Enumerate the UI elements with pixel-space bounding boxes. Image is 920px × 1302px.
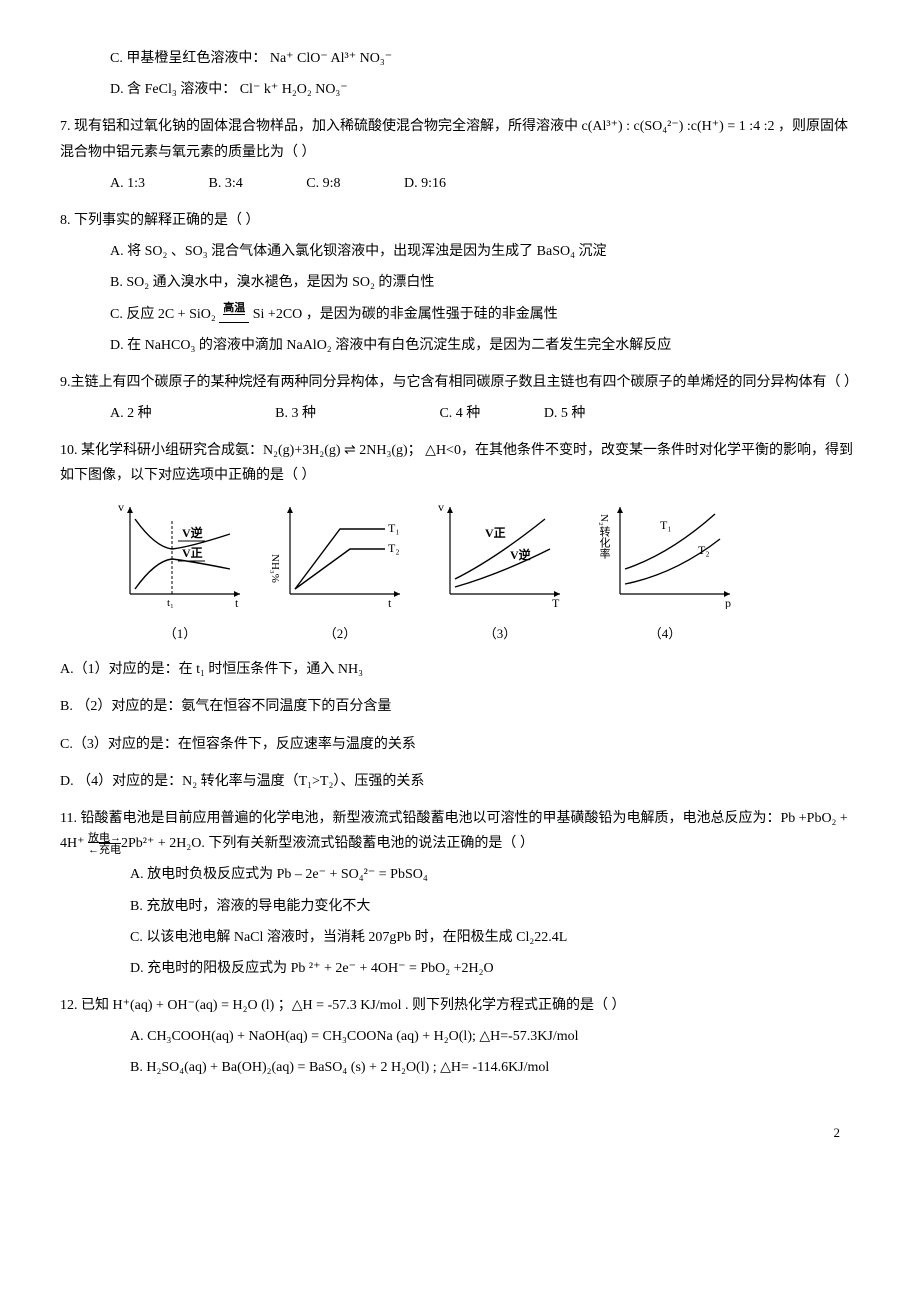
q12-stem: 12. 已知 H⁺(aq) + OH⁻(aq) = H₂O (l) ；△H = … [60,993,860,1018]
q10-d: D. （4）对应的是：N₂ 转化率与温度（T₁>T₂）、压强的关系 [60,769,860,794]
q12-b: B. H₂SO₄(aq) + Ba(OH)₂(aq) = BaSO₄ (s) +… [60,1055,860,1080]
q7-stem: 7. 现有铝和过氧化钠的固体混合物样品，加入稀硫酸使混合物完全溶解，所得溶液中 … [60,114,860,164]
svg-text:T₂: T₂ [698,543,710,557]
svg-text:p: p [725,596,731,609]
q7-d: D. 9:16 [404,171,446,196]
svg-text:V正: V正 [485,526,506,540]
q9-choices: A. 2 种 B. 3 种 C. 4 种 D. 5 种 [60,401,860,426]
q11-a: A. 放电时负极反应式为 Pb – 2e⁻ + SO₄²⁻ = PbSO₄ [60,862,860,887]
diagram-4: N₂转化率 p T₁ T₂ （4） [590,499,740,646]
diagram-3-svg: v T V正 V逆 [430,499,570,609]
q7-c: C. 9:8 [306,171,340,196]
q7-b: B. 3:4 [209,171,243,196]
svg-text:v: v [438,500,444,514]
diagram-2-label: （2） [270,622,410,645]
svg-text:t₁: t₁ [167,597,174,609]
q8-c: C. 反应 2C + SiO₂ 高温 Si +2CO ，是因为碳的非金属性强于硅… [60,302,860,327]
diagram-4-svg: N₂转化率 p T₁ T₂ [590,499,740,609]
hightemp-arrow: 高温 [219,302,249,326]
diagram-1-svg: v t t₁ V逆 V正 [110,499,250,609]
q8-stem: 8. 下列事实的解释正确的是（ ） [60,208,860,233]
q8-c-pre: C. 反应 2C + SiO₂ [110,307,219,322]
q11-b: B. 充放电时，溶液的导电能力变化不大 [60,894,860,919]
diagram-3: v T V正 V逆 （3） [430,499,570,646]
q9-c: C. 4 种 [439,401,480,426]
svg-text:v: v [118,500,124,514]
diagram-3-label: （3） [430,622,570,645]
svg-text:t: t [388,596,392,609]
svg-text:V逆: V逆 [510,547,531,562]
q7-choices: A. 1:3 B. 3:4 C. 9:8 D. 9:16 [60,171,860,196]
diagram-1-label: （1） [110,622,250,645]
diagram-4-label: （4） [590,622,740,645]
svg-text:T: T [552,596,560,609]
q8-b: B. SO₂ 通入溴水中，溴水褪色，是因为 SO₂ 的漂白性 [60,270,860,295]
q8-a: A. 将 SO₂ 、SO₃ 混合气体通入氯化钡溶液中，出现浑浊是因为生成了 Ba… [60,239,860,264]
q10-stem: 10. 某化学科研小组研究合成氨：N₂(g)+3H₂(g) ⇌ 2NH₃(g)；… [60,438,860,488]
q9-d: D. 5 种 [544,401,586,426]
page-number: 2 [60,1121,860,1144]
q9-a: A. 2 种 [110,401,152,426]
q9-b: B. 3 种 [275,401,316,426]
q11-post: 2Pb²⁺ + 2H₂O. 下列有关新型液流式铅酸蓄电池的说法正确的是（ ） [121,836,534,851]
svg-text:NH₃%: NH₃% [270,554,281,583]
svg-text:N₂转化率: N₂转化率 [598,514,611,559]
q6-option-c: C. 甲基橙呈红色溶液中： Na⁺ ClO⁻ Al³⁺ NO₃⁻ [60,46,860,71]
diagram-2-svg: NH₃% t T₁ T₂ [270,499,410,609]
q8-c-post: Si +2CO ，是因为碳的非金属性强于硅的非金属性 [249,307,558,322]
svg-text:t: t [235,596,239,609]
q6-option-d: D. 含 FeCl₃ 溶液中： Cl⁻ k⁺ H₂O₂ NO₃⁻ [60,77,860,102]
q11-d: D. 充电时的阳极反应式为 Pb ²⁺ + 2e⁻ + 4OH⁻ = PbO₂ … [60,956,860,981]
q10-b: B. （2）对应的是：氨气在恒容不同温度下的百分含量 [60,694,860,719]
svg-text:V正: V正 [182,546,203,560]
q8-d: D. 在 NaHCO₃ 的溶液中滴加 NaAlO₂ 溶液中有白色沉淀生成，是因为… [60,333,860,358]
q10-diagrams: v t t₁ V逆 V正 （1） NH₃% t T₁ T₂ （2） [110,499,860,646]
q11-stem: 11. 铅酸蓄电池是目前应用普遍的化学电池，新型液流式铅酸蓄电池以可溶性的甲基磺… [60,806,860,856]
q7-a: A. 1:3 [110,171,145,196]
svg-text:V逆: V逆 [182,525,203,540]
svg-text:T₂: T₂ [388,541,400,555]
q10-a: A.（1）对应的是：在 t₁ 时恒压条件下，通入 NH₃ [60,657,860,682]
q12-a: A. CH₃COOH(aq) + NaOH(aq) = CH₃COONa (aq… [60,1024,860,1049]
q11-c: C. 以该电池电解 NaCl 溶液时，当消耗 207gPb 时，在阳极生成 Cl… [60,925,860,950]
diagram-2: NH₃% t T₁ T₂ （2） [270,499,410,646]
charge-discharge-arrow: 放电→←充电 [88,832,121,856]
svg-text:T₁: T₁ [660,518,672,532]
q9-stem: 9.主链上有四个碳原子的某种烷烃有两种同分异构体，与它含有相同碳原子数且主链也有… [60,370,860,395]
q10-c: C.（3）对应的是：在恒容条件下，反应速率与温度的关系 [60,732,860,757]
diagram-1: v t t₁ V逆 V正 （1） [110,499,250,646]
svg-text:T₁: T₁ [388,521,400,535]
